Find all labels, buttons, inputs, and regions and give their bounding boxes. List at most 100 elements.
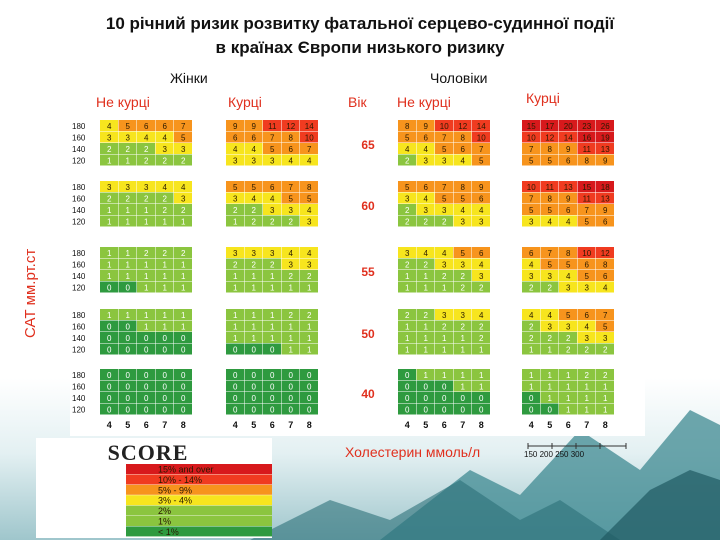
risk-cell-value: 5 bbox=[461, 195, 466, 204]
risk-cell bbox=[596, 281, 614, 293]
risk-cell bbox=[244, 192, 263, 204]
risk-cell bbox=[263, 281, 281, 293]
risk-cell-value: 0 bbox=[107, 371, 112, 380]
risk-cell-value: 5 bbox=[289, 195, 294, 204]
risk-cell-value: 2 bbox=[479, 323, 484, 332]
risk-cell bbox=[100, 131, 118, 143]
risk-cell-value: 0 bbox=[442, 383, 447, 392]
risk-cell-value: 5 bbox=[181, 134, 186, 143]
risk-cell-value: 3 bbox=[442, 206, 447, 215]
risk-cell-value: 4 bbox=[181, 183, 186, 192]
risk-cell-value: 2 bbox=[144, 145, 149, 154]
risk-cell-value: 2 bbox=[566, 346, 571, 355]
risk-cell-value: 8 bbox=[461, 183, 466, 192]
risk-cell bbox=[398, 247, 416, 258]
risk-cell-value: 6 bbox=[603, 218, 608, 227]
risk-cell bbox=[155, 181, 174, 192]
risk-cell-value: 14 bbox=[477, 122, 486, 131]
risk-cell bbox=[577, 258, 596, 270]
risk-cell bbox=[100, 120, 118, 131]
risk-cell-value: 3 bbox=[270, 249, 275, 258]
risk-cell bbox=[398, 403, 416, 415]
risk-cell bbox=[416, 131, 435, 143]
cholesterol-tick-label: 8 bbox=[181, 420, 186, 430]
risk-cell-value: 2 bbox=[479, 284, 484, 293]
risk-cell bbox=[174, 215, 192, 227]
risk-cell-value: 2 bbox=[603, 346, 608, 355]
risk-cell-value: 5 bbox=[252, 183, 257, 192]
risk-cell bbox=[472, 369, 490, 380]
risk-cell-value: 1 bbox=[548, 346, 553, 355]
risk-cell-value: 0 bbox=[270, 371, 275, 380]
risk-cell bbox=[137, 343, 155, 355]
risk-cell bbox=[244, 143, 263, 154]
risk-cell-value: 6 bbox=[163, 122, 168, 131]
risk-cell bbox=[559, 270, 577, 281]
risk-cell-value: 1 bbox=[289, 346, 294, 355]
risk-cell-value: 26 bbox=[601, 122, 610, 131]
risk-cell-value: 0 bbox=[107, 323, 112, 332]
risk-cell-value: 3 bbox=[585, 284, 590, 293]
risk-cell bbox=[118, 392, 137, 403]
risk-cell bbox=[100, 380, 118, 392]
risk-cell-value: 1 bbox=[163, 323, 168, 332]
age-label: Вік bbox=[348, 94, 367, 110]
risk-cell-value: 0 bbox=[442, 406, 447, 415]
risk-cell bbox=[118, 309, 137, 320]
risk-cell-value: 1 bbox=[181, 311, 186, 320]
risk-cell-value: 4 bbox=[424, 195, 429, 204]
risk-cell bbox=[522, 247, 540, 258]
risk-cell-value: 1 bbox=[181, 323, 186, 332]
risk-cell bbox=[155, 143, 174, 154]
risk-cell-value: 6 bbox=[270, 183, 275, 192]
risk-cell-value: 1 bbox=[163, 284, 168, 293]
risk-cell-value: 1 bbox=[144, 284, 149, 293]
risk-cell-value: 4 bbox=[461, 206, 466, 215]
risk-cell-value: 0 bbox=[163, 346, 168, 355]
risk-cell bbox=[540, 281, 559, 293]
risk-cell bbox=[118, 120, 137, 131]
risk-cell-value: 6 bbox=[479, 195, 484, 204]
cholesterol-tick-label: 7 bbox=[460, 420, 465, 430]
risk-cell bbox=[226, 343, 244, 355]
risk-cell-value: 1 bbox=[603, 394, 608, 403]
risk-cell-value: 0 bbox=[163, 394, 168, 403]
risk-cell-value: 5 bbox=[405, 183, 410, 192]
risk-cell bbox=[100, 204, 118, 215]
risk-cell-value: 3 bbox=[566, 284, 571, 293]
risk-cell bbox=[263, 192, 281, 204]
risk-cell bbox=[244, 258, 263, 270]
risk-cell bbox=[577, 270, 596, 281]
risk-cell-value: 1 bbox=[566, 394, 571, 403]
risk-cell bbox=[416, 309, 435, 320]
risk-cell-value: 3 bbox=[442, 261, 447, 270]
risk-cell bbox=[522, 369, 540, 380]
risk-cell bbox=[226, 380, 244, 392]
risk-cell bbox=[174, 343, 192, 355]
risk-cell-value: 1 bbox=[233, 311, 238, 320]
sbp-tick-label: 160 bbox=[72, 134, 86, 143]
age-tick-label: 60 bbox=[361, 199, 375, 213]
risk-cell-value: 3 bbox=[585, 334, 590, 343]
risk-cell-value: 3 bbox=[181, 195, 186, 204]
risk-cell bbox=[522, 120, 540, 131]
risk-cell-value: 6 bbox=[461, 145, 466, 154]
risk-cell-value: 1 bbox=[270, 334, 275, 343]
risk-cell bbox=[137, 131, 155, 143]
risk-cell bbox=[300, 403, 318, 415]
risk-cell-value: 3 bbox=[252, 249, 257, 258]
cholesterol-tick-label: 4 bbox=[529, 420, 534, 430]
risk-cell bbox=[174, 120, 192, 131]
risk-cell bbox=[281, 215, 300, 227]
risk-cell bbox=[596, 320, 614, 332]
risk-cell bbox=[137, 332, 155, 343]
risk-cell-value: 5 bbox=[585, 272, 590, 281]
risk-cell bbox=[522, 343, 540, 355]
risk-cell-value: 0 bbox=[479, 406, 484, 415]
legend-swatch bbox=[126, 526, 276, 537]
risk-cell bbox=[118, 247, 137, 258]
risk-cell-value: 5 bbox=[126, 122, 131, 131]
risk-cell-value: 1 bbox=[529, 346, 534, 355]
risk-cell-value: 7 bbox=[479, 145, 484, 154]
